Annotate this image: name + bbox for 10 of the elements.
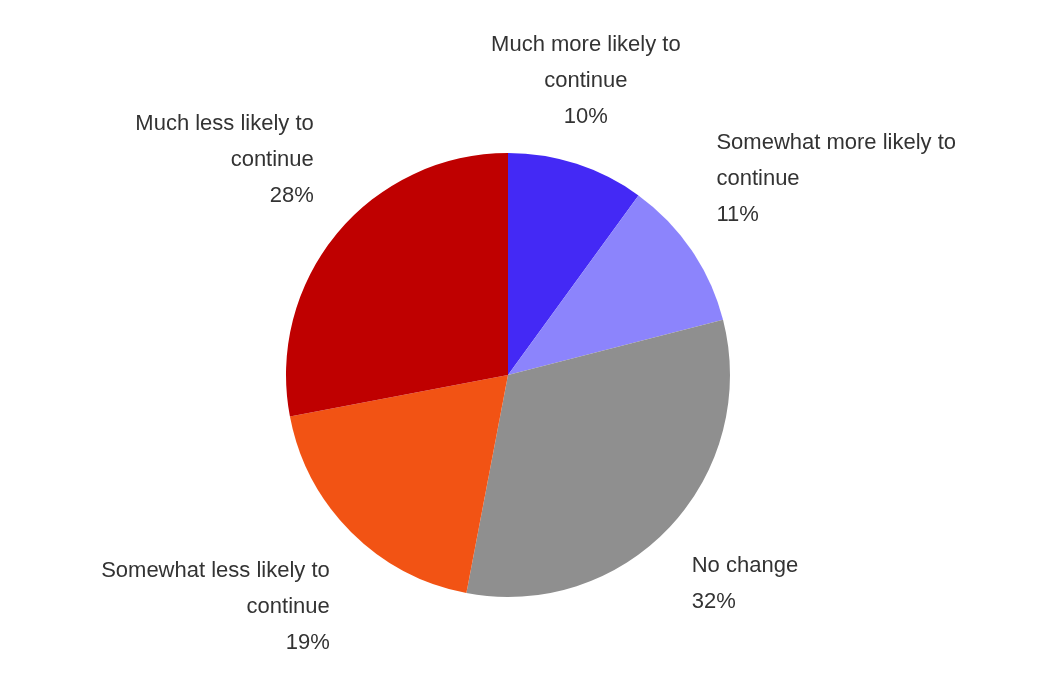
data-label: 19% [285, 629, 330, 655]
data-label: 11% [716, 201, 759, 227]
data-label: 32% [691, 587, 736, 613]
slice-label: Somewhat less likely to continue [101, 557, 330, 619]
data-label: 10% [563, 103, 608, 129]
slice-label: Much more likely to continue [491, 31, 681, 93]
data-label: 28% [269, 182, 314, 208]
slice-label: Somewhat more likely to continue [716, 129, 957, 191]
slice-label: Much less likely to continue [135, 110, 314, 172]
slice-label: No change [691, 551, 799, 577]
